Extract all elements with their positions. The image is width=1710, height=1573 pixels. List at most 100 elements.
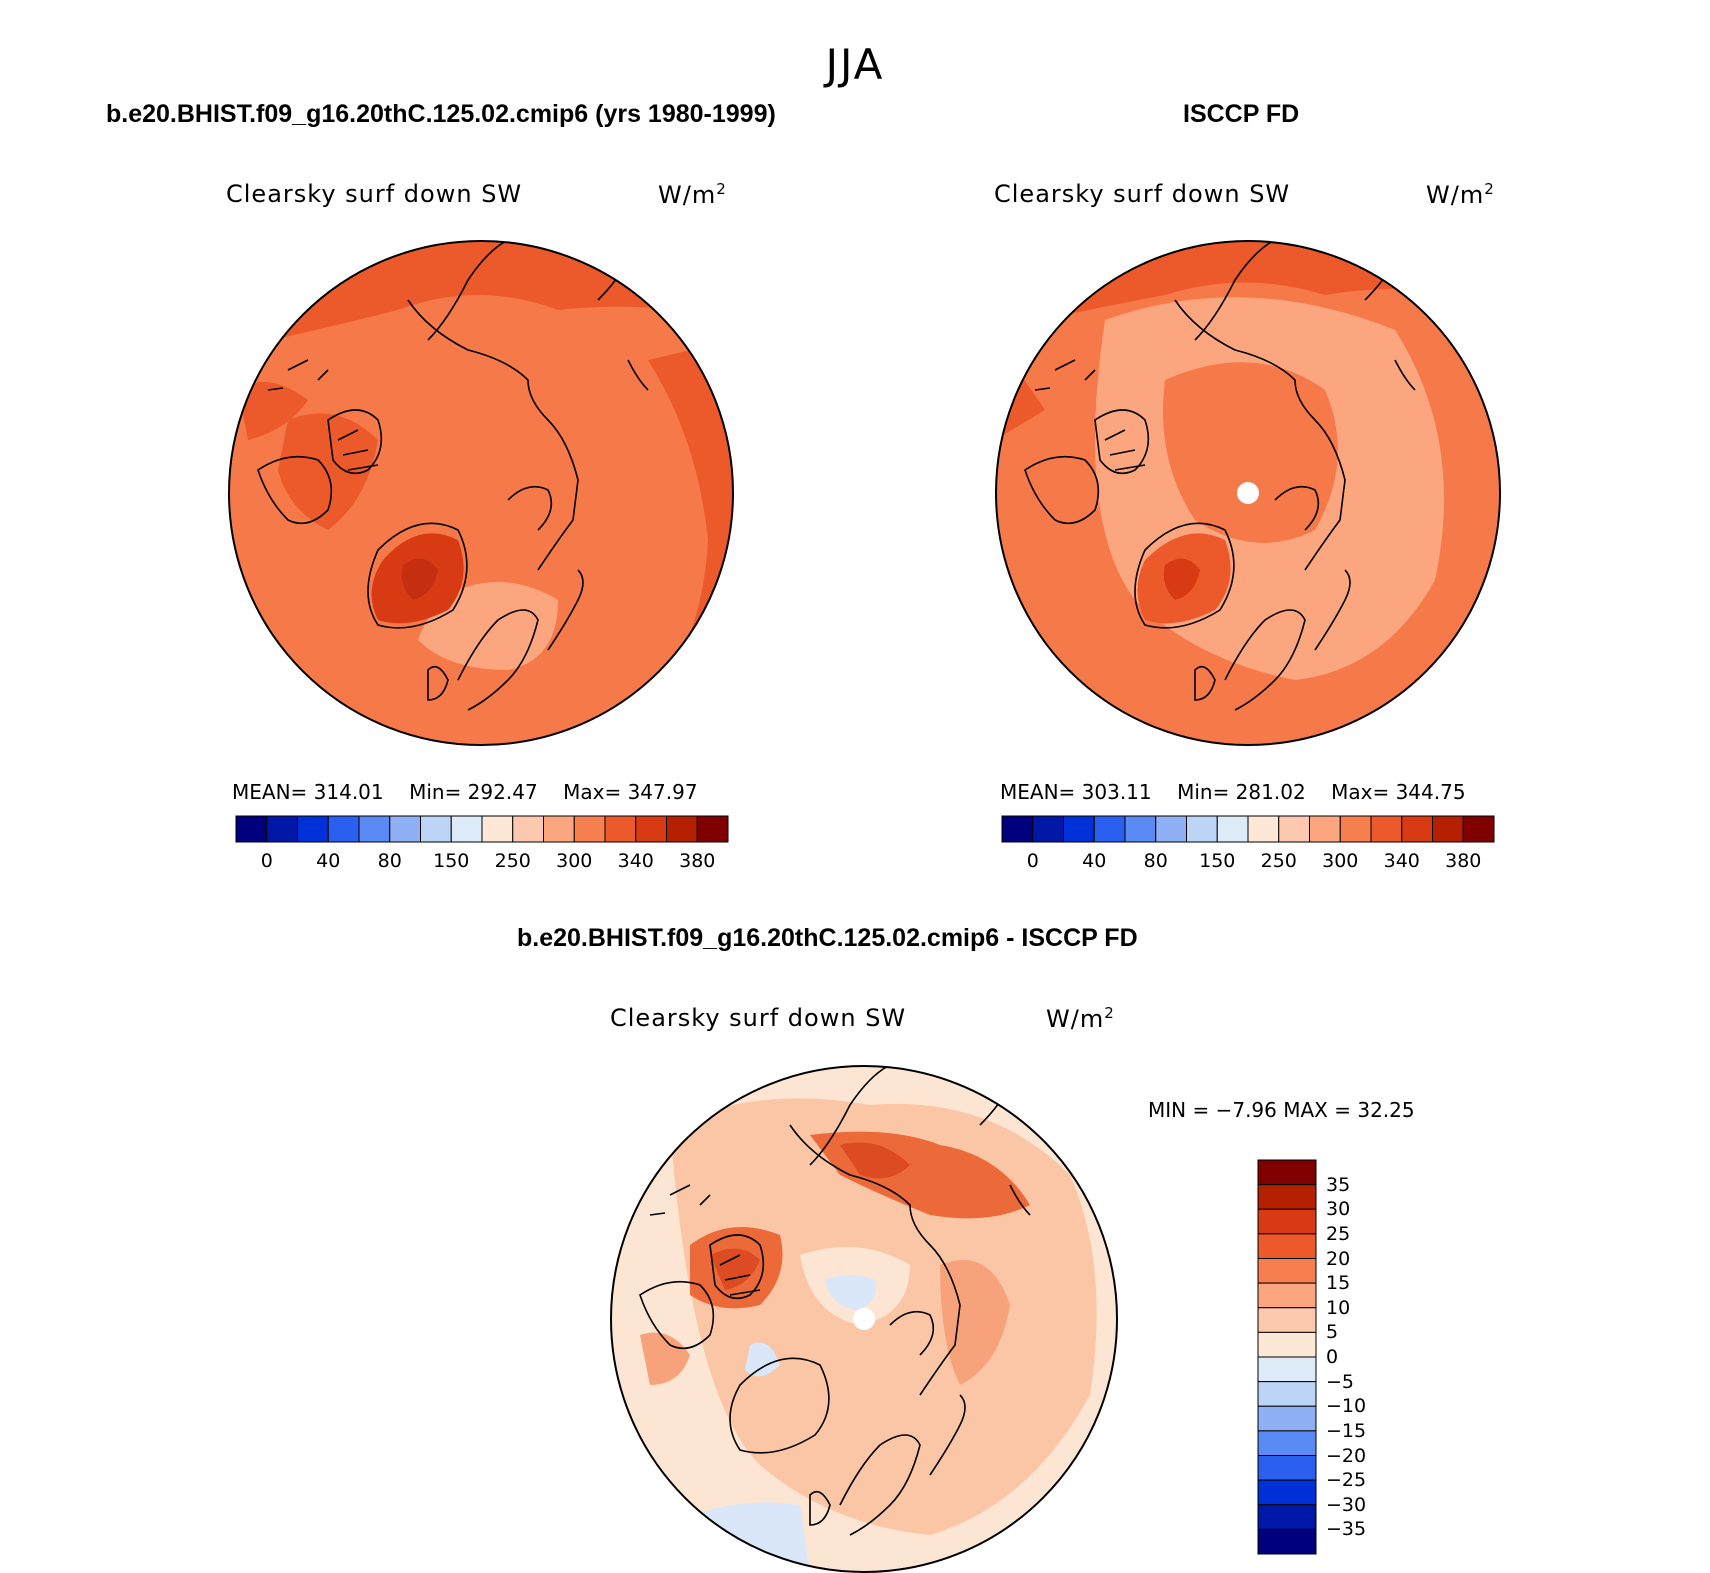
- panel2-colorbar-box-8: [1248, 816, 1279, 842]
- panel1-colorbar-tick-label: 80: [378, 850, 402, 872]
- panel3-colorbar-tick-label: 10: [1326, 1297, 1350, 1319]
- panel3-colorbar-box-0: [1258, 1160, 1316, 1185]
- panel1-colorbar-box-6: [421, 816, 452, 842]
- panel1-colorbar-box-4: [359, 816, 390, 842]
- panel3-units-text: W/m: [1046, 1005, 1104, 1033]
- panel3-colorbar-box-5: [1258, 1283, 1316, 1308]
- panel1-colorbar-box-11: [574, 816, 605, 842]
- panel2-colorbar-box-0: [1002, 816, 1033, 842]
- panel3-colorbar-tick-label: −20: [1326, 1445, 1366, 1467]
- panel3-colorbar-box-3: [1258, 1234, 1316, 1259]
- panel1-colorbar-tick-label: 300: [556, 850, 592, 872]
- panel3-colorbar-tick-label: 20: [1326, 1248, 1350, 1270]
- panel1-colorbar-box-12: [605, 816, 636, 842]
- panel1-colorbar-tick-label: 250: [495, 850, 531, 872]
- panel1-polar-map: [228, 240, 734, 746]
- panel3-colorbar-tick-label: −15: [1326, 1420, 1366, 1442]
- panel2-colorbar-box-2: [1064, 816, 1095, 842]
- panel2-colorbar-tick-label: 380: [1445, 850, 1481, 872]
- panel3-colorbar-box-14: [1258, 1505, 1316, 1530]
- panel2-colorbar-box-10: [1310, 816, 1341, 842]
- panel2-colorbar: [1002, 816, 1494, 842]
- panel3-polar-map: [610, 1065, 1118, 1573]
- panel3-colorbar-box-4: [1258, 1259, 1316, 1284]
- panel2-colorbar-tick-label: 300: [1322, 850, 1358, 872]
- panel1-max: Max= 347.97: [563, 780, 697, 804]
- panel2-field-pole-gap: [1237, 482, 1259, 504]
- panel2-colorbar-box-13: [1402, 816, 1433, 842]
- panel1-colorbar-tick-label: 40: [316, 850, 340, 872]
- panel3-colorbar-box-13: [1258, 1480, 1316, 1505]
- panel3-colorbar-box-10: [1258, 1406, 1316, 1431]
- panel3-units-label: W/m2: [1046, 1004, 1115, 1033]
- panel2-title: ISCCP FD: [1183, 100, 1299, 129]
- season-title: JJA: [0, 40, 1710, 89]
- panel2-colorbar-tick-label: 80: [1144, 850, 1168, 872]
- panel1-colorbar-box-15: [697, 816, 728, 842]
- panel1-colorbar-tick-label: 150: [433, 850, 469, 872]
- panel2-stats: MEAN= 303.11 Min= 281.02 Max= 344.75: [1000, 780, 1500, 804]
- panel2-colorbar-box-4: [1125, 816, 1156, 842]
- panel2-colorbar-box-7: [1217, 816, 1248, 842]
- panel3-colorbar-box-6: [1258, 1308, 1316, 1333]
- panel3-colorbar-tick-label: −25: [1326, 1469, 1366, 1491]
- panel3-variable-label: Clearsky surf down SW: [610, 1004, 906, 1032]
- panel2-colorbar-box-5: [1156, 816, 1187, 842]
- panel1-units-sup: 2: [716, 180, 727, 198]
- panel3-colorbar-tick-label: 5: [1326, 1321, 1338, 1343]
- panel3-colorbar-box-2: [1258, 1209, 1316, 1234]
- panel3-field-atlantic-blue: [670, 1503, 810, 1573]
- panel2-units-label: W/m2: [1426, 180, 1495, 209]
- panel2-variable-label: Clearsky surf down SW: [994, 180, 1290, 208]
- panel2-polar-map: [995, 240, 1501, 746]
- panel3-colorbar-tick-label: 25: [1326, 1223, 1350, 1245]
- panel1-colorbar-box-7: [451, 816, 482, 842]
- panel2-colorbar-box-14: [1433, 816, 1464, 842]
- panel3-colorbar-box-11: [1258, 1431, 1316, 1456]
- panel2-min: Min= 281.02: [1177, 780, 1306, 804]
- panel3-colorbar-tick-label: 0: [1326, 1346, 1338, 1368]
- panel1-colorbar-box-1: [267, 816, 298, 842]
- panel3-colorbar-box-15: [1258, 1529, 1316, 1554]
- panel2-units-text: W/m: [1426, 181, 1484, 209]
- panel1-title: b.e20.BHIST.f09_g16.20thC.125.02.cmip6 (…: [106, 100, 776, 129]
- panel2-mean: MEAN= 303.11: [1000, 780, 1152, 804]
- panel2-colorbar-box-11: [1340, 816, 1371, 842]
- panel2-colorbar-tick-label: 150: [1199, 850, 1235, 872]
- panel3-colorbar-box-1: [1258, 1185, 1316, 1210]
- panel3-colorbar-box-12: [1258, 1456, 1316, 1481]
- panel1-units-label: W/m2: [658, 180, 727, 209]
- panel1-colorbar: [236, 816, 728, 842]
- panel3-field-pole-gap: [853, 1308, 875, 1330]
- panel2-colorbar-box-12: [1371, 816, 1402, 842]
- panel2-colorbar-tick-label: 40: [1082, 850, 1106, 872]
- panel1-colorbar-box-8: [482, 816, 513, 842]
- panel1-colorbar-tick-label: 380: [679, 850, 715, 872]
- panel3-colorbar: [1258, 1160, 1316, 1554]
- panel2-colorbar-box-3: [1094, 816, 1125, 842]
- panel2-colorbar-tick-label: 340: [1384, 850, 1420, 872]
- panel3-colorbar-tick-label: −5: [1326, 1371, 1354, 1393]
- panel3-units-sup: 2: [1104, 1004, 1115, 1022]
- panel1-colorbar-tick-label: 340: [618, 850, 654, 872]
- panel1-mean: MEAN= 314.01: [232, 780, 384, 804]
- panel3-colorbar-tick-label: 15: [1326, 1272, 1350, 1294]
- panel1-colorbar-box-3: [328, 816, 359, 842]
- panel1-colorbar-box-14: [667, 816, 698, 842]
- panel2-colorbar-tick-label: 0: [1027, 850, 1039, 872]
- panel1-stats: MEAN= 314.01 Min= 292.47 Max= 347.97: [232, 780, 732, 804]
- panel2-colorbar-box-1: [1033, 816, 1064, 842]
- panel1-colorbar-box-0: [236, 816, 267, 842]
- panel2-colorbar-box-6: [1187, 816, 1218, 842]
- panel3-colorbar-box-8: [1258, 1357, 1316, 1382]
- panel2-units-sup: 2: [1484, 180, 1495, 198]
- panel3-colorbar-box-9: [1258, 1382, 1316, 1407]
- panel3-title: b.e20.BHIST.f09_g16.20thC.125.02.cmip6 -…: [517, 924, 1138, 953]
- panel1-colorbar-box-13: [636, 816, 667, 842]
- panel2-colorbar-box-9: [1279, 816, 1310, 842]
- panel1-min: Min= 292.47: [409, 780, 538, 804]
- panel3-colorbar-tick-label: 30: [1326, 1198, 1350, 1220]
